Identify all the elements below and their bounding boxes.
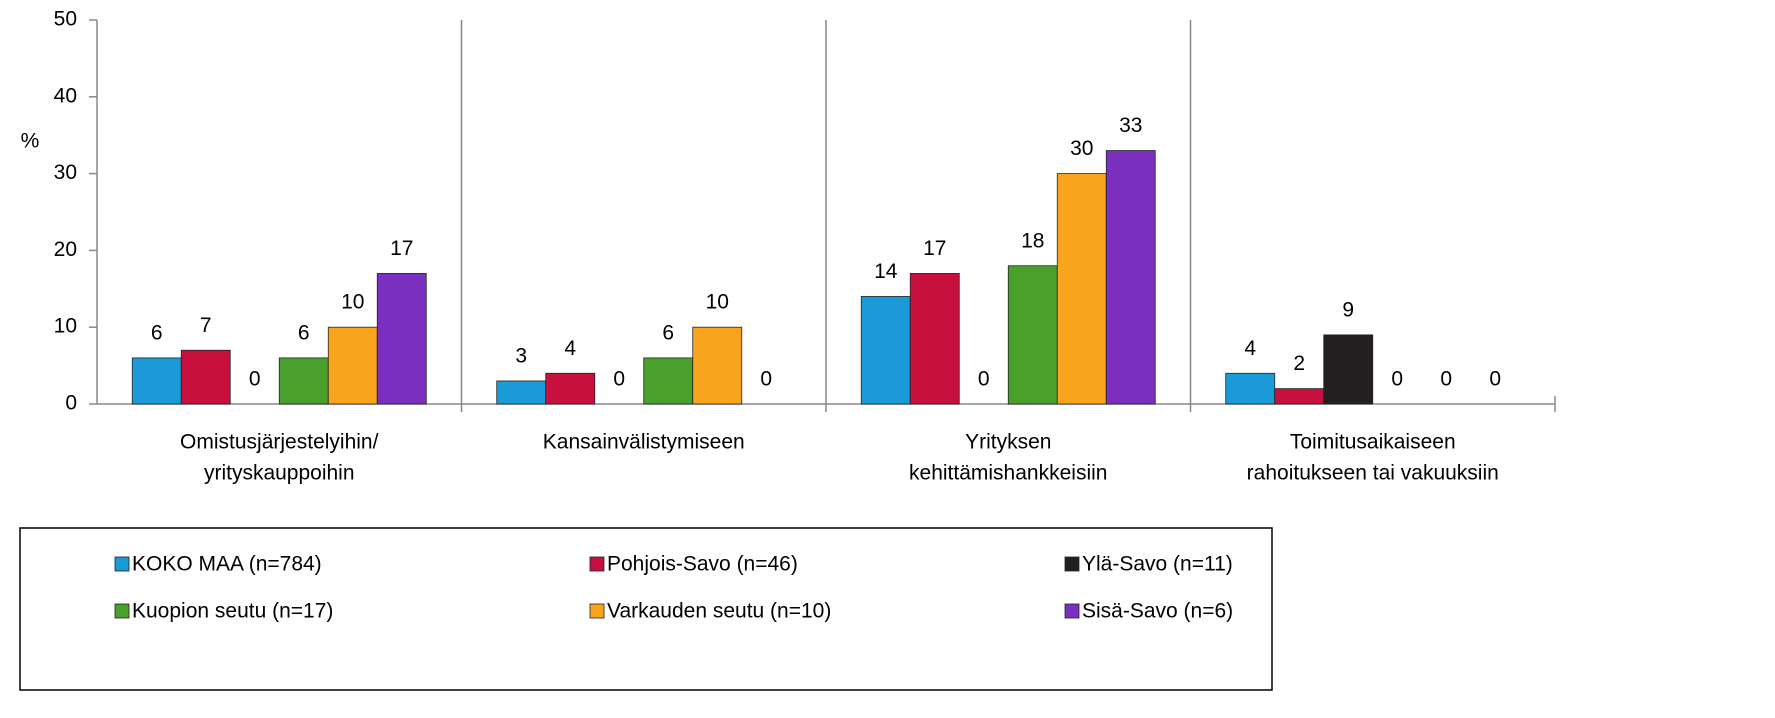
legend-label: Kuopion seutu (n=17) bbox=[132, 600, 333, 623]
value-label: 0 bbox=[249, 368, 261, 391]
value-label: 10 bbox=[706, 291, 729, 314]
bar bbox=[692, 326, 743, 405]
x-tick-label: kehittämishankkeisiin bbox=[909, 462, 1107, 485]
legend-swatch bbox=[114, 603, 130, 619]
x-tick-label: Omistusjärjestelyihin/ bbox=[180, 431, 379, 454]
bar bbox=[496, 380, 547, 405]
legend-swatch bbox=[1064, 603, 1080, 619]
y-tick-label: 0 bbox=[65, 392, 77, 415]
value-label: 9 bbox=[1342, 298, 1354, 321]
y-axis-label: % bbox=[21, 130, 40, 153]
value-label: 18 bbox=[1021, 229, 1044, 252]
legend-label: Sisä-Savo (n=6) bbox=[1082, 600, 1233, 623]
x-tick-label: rahoitukseen tai vakuuksiin bbox=[1247, 462, 1499, 485]
bar bbox=[860, 296, 911, 405]
bar bbox=[278, 357, 329, 405]
bar bbox=[131, 357, 182, 405]
x-tick-label: Yrityksen bbox=[965, 431, 1051, 454]
legend-label: Varkauden seutu (n=10) bbox=[607, 600, 831, 623]
x-tick-label: Kansainvälistymiseen bbox=[543, 431, 745, 454]
x-tick-label: Toimitusaikaiseen bbox=[1290, 431, 1456, 454]
y-tick-label: 50 bbox=[54, 8, 77, 31]
value-label: 17 bbox=[390, 237, 413, 260]
y-tick-label: 30 bbox=[54, 161, 77, 184]
value-label: 0 bbox=[1391, 368, 1403, 391]
value-label: 7 bbox=[200, 314, 212, 337]
bar bbox=[180, 349, 231, 405]
value-label: 10 bbox=[341, 291, 364, 314]
y-tick-label: 20 bbox=[54, 238, 77, 261]
value-label: 30 bbox=[1070, 137, 1093, 160]
legend-label: Ylä-Savo (n=11) bbox=[1082, 553, 1233, 576]
bar bbox=[1225, 372, 1276, 405]
value-label: 33 bbox=[1119, 114, 1142, 137]
legend-swatch bbox=[114, 556, 130, 572]
value-label: 6 bbox=[298, 321, 310, 344]
value-label: 0 bbox=[1440, 368, 1452, 391]
value-label: 4 bbox=[1244, 337, 1256, 360]
bar bbox=[545, 372, 596, 405]
legend-swatch bbox=[589, 556, 605, 572]
legend-label: KOKO MAA (n=784) bbox=[132, 553, 322, 576]
value-label: 3 bbox=[515, 345, 527, 368]
value-label: 6 bbox=[151, 321, 163, 344]
bar bbox=[909, 273, 960, 405]
x-tick-label: yrityskauppoihin bbox=[204, 462, 355, 485]
value-label: 4 bbox=[564, 337, 576, 360]
value-label: 6 bbox=[662, 321, 674, 344]
value-label: 2 bbox=[1293, 352, 1305, 375]
y-tick-label: 10 bbox=[54, 315, 77, 338]
legend-label: Pohjois-Savo (n=46) bbox=[607, 553, 798, 576]
bar bbox=[1323, 334, 1374, 405]
bar bbox=[376, 273, 427, 405]
value-label: 0 bbox=[760, 368, 772, 391]
legend-swatch bbox=[589, 603, 605, 619]
value-label: 17 bbox=[923, 237, 946, 260]
bar bbox=[643, 357, 694, 405]
value-label: 0 bbox=[613, 368, 625, 391]
y-tick-label: 40 bbox=[54, 84, 77, 107]
value-label: 0 bbox=[978, 368, 990, 391]
value-label: 14 bbox=[874, 260, 898, 283]
bar bbox=[1007, 265, 1058, 405]
legend-swatch bbox=[1064, 556, 1080, 572]
bar bbox=[327, 326, 378, 405]
bar bbox=[1105, 150, 1156, 405]
legend-box bbox=[19, 527, 1273, 691]
bar bbox=[1056, 173, 1107, 405]
bar bbox=[1274, 388, 1325, 405]
value-label: 0 bbox=[1489, 368, 1501, 391]
